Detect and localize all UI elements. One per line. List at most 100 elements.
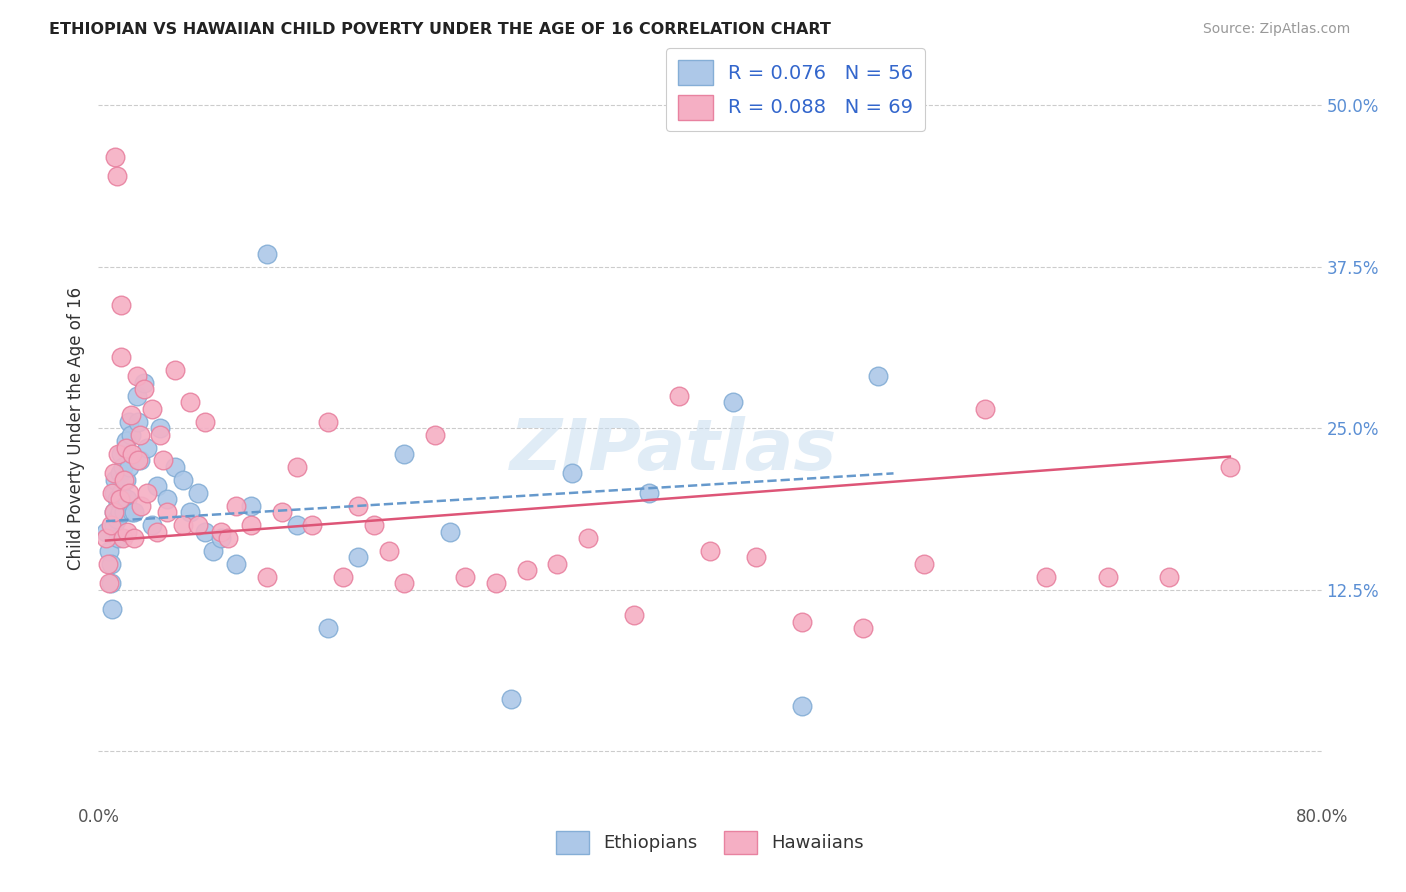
Point: [129, 499, 152, 513]
Point: [120, 427, 142, 442]
Point: [128, 427, 150, 442]
Point: [118, 485, 141, 500]
Point: [316, 415, 339, 429]
Point: [745, 550, 768, 565]
Point: [256, 570, 278, 584]
Point: [101, 602, 124, 616]
Point: [104, 473, 127, 487]
Point: [98, 576, 121, 591]
Point: [115, 473, 138, 487]
Point: [128, 453, 150, 467]
Point: [149, 427, 172, 442]
Point: [104, 150, 127, 164]
Point: [103, 485, 125, 500]
Point: [105, 492, 128, 507]
Point: [103, 505, 125, 519]
Point: [103, 505, 125, 519]
Point: [439, 524, 461, 539]
Text: Source: ZipAtlas.com: Source: ZipAtlas.com: [1202, 22, 1350, 37]
Point: [98, 544, 121, 558]
Point: [285, 518, 308, 533]
Point: [623, 608, 645, 623]
Point: [105, 169, 128, 184]
Point: [501, 692, 523, 706]
Point: [134, 376, 156, 390]
Point: [316, 621, 339, 635]
Point: [172, 518, 194, 533]
Point: [868, 369, 890, 384]
Point: [101, 485, 124, 500]
Point: [172, 473, 194, 487]
Point: [423, 427, 446, 442]
Point: [790, 698, 813, 713]
Point: [103, 467, 125, 481]
Point: [103, 518, 125, 533]
Point: [285, 459, 308, 474]
Point: [1035, 570, 1057, 584]
Point: [217, 531, 239, 545]
Point: [117, 492, 139, 507]
Point: [576, 531, 599, 545]
Point: [225, 499, 247, 513]
Point: [117, 524, 139, 539]
Point: [194, 415, 217, 429]
Point: [100, 518, 122, 533]
Point: [112, 505, 135, 519]
Point: [125, 369, 148, 384]
Point: [110, 298, 132, 312]
Point: [94, 524, 117, 539]
Point: [156, 505, 179, 519]
Point: [163, 363, 186, 377]
Point: [378, 544, 401, 558]
Point: [105, 511, 128, 525]
Point: [121, 505, 143, 519]
Point: [120, 409, 142, 423]
Point: [1097, 570, 1119, 584]
Point: [121, 447, 143, 461]
Point: [179, 395, 201, 409]
Point: [115, 441, 138, 455]
Point: [145, 479, 167, 493]
Point: [721, 395, 744, 409]
Point: [152, 453, 174, 467]
Point: [852, 621, 875, 635]
Point: [136, 485, 159, 500]
Point: [94, 531, 117, 545]
Point: [141, 401, 163, 416]
Point: [107, 447, 129, 461]
Point: [209, 524, 232, 539]
Point: [1157, 570, 1180, 584]
Point: [110, 447, 132, 461]
Point: [256, 246, 278, 260]
Point: [209, 531, 232, 545]
Point: [332, 570, 354, 584]
Point: [115, 434, 138, 448]
Point: [194, 524, 217, 539]
Point: [127, 415, 149, 429]
Point: [240, 518, 263, 533]
Point: [1219, 459, 1241, 474]
Point: [187, 485, 209, 500]
Point: [100, 557, 122, 571]
Point: [125, 389, 148, 403]
Y-axis label: Child Poverty Under the Age of 16: Child Poverty Under the Age of 16: [66, 286, 84, 570]
Point: [392, 447, 416, 461]
Point: [912, 557, 935, 571]
Point: [270, 505, 292, 519]
Point: [347, 499, 370, 513]
Point: [516, 563, 538, 577]
Point: [111, 459, 134, 474]
Point: [668, 389, 690, 403]
Point: [127, 453, 149, 467]
Point: [363, 518, 385, 533]
Point: [111, 531, 134, 545]
Point: [699, 544, 721, 558]
Point: [108, 467, 131, 481]
Point: [122, 505, 145, 519]
Point: [118, 459, 141, 474]
Point: [118, 415, 141, 429]
Point: [100, 576, 122, 591]
Point: [163, 459, 186, 474]
Point: [347, 550, 370, 565]
Point: [108, 492, 131, 507]
